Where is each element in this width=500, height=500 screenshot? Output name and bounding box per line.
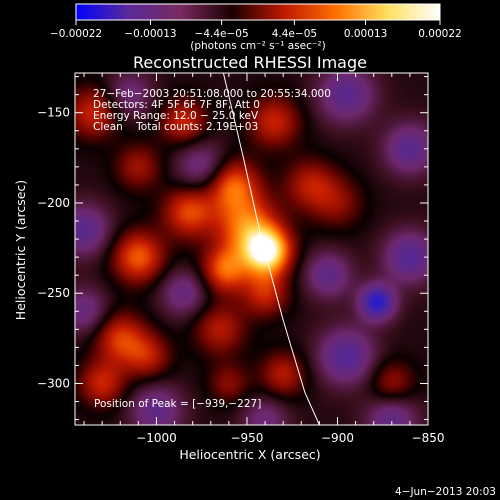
heatmap-image xyxy=(75,73,428,425)
colorbar-unit-label: (photons cm⁻² s⁻¹ asec⁻²) xyxy=(190,40,325,52)
x-tick-label: −1000 xyxy=(136,431,177,445)
y-axis-title: Heliocentric Y (arcsec) xyxy=(13,180,28,320)
chart-title: Reconstructed RHESSI Image xyxy=(133,53,367,72)
x-tick-label: −950 xyxy=(230,431,263,445)
colorbar xyxy=(75,3,441,21)
annotation-detectors: Detectors: 4F 5F 6F 7F 8F, Att 0 xyxy=(93,99,260,111)
colorbar-tick-label: −4.4e−05 xyxy=(195,28,249,40)
footer-date: 4−Jun−2013 20:03 xyxy=(395,486,496,498)
y-tick-label: −150 xyxy=(37,106,70,120)
y-tick-label: −250 xyxy=(37,286,70,300)
solar-limb-curve xyxy=(222,73,320,425)
x-tick-label: −900 xyxy=(321,431,354,445)
colorbar-tick-label: 4.4e−05 xyxy=(272,28,317,40)
annotation-energy: Energy Range: 12.0 − 25.0 keV xyxy=(93,110,259,122)
annotation-counts: Clean Total counts: 2.19E+03 xyxy=(93,121,258,133)
x-tick-label: −850 xyxy=(412,431,445,445)
colorbar-tick-label: −0.00013 xyxy=(124,28,176,40)
axis-ticks: −1000 −950 −900 −850 −150 −200 −250 −300 xyxy=(37,73,444,445)
y-tick-label: −300 xyxy=(37,376,70,390)
colorbar-tick-label: −0.00022 xyxy=(50,28,102,40)
plot-frame xyxy=(74,72,429,426)
peak-position-label: Position of Peak = [−939,−227] xyxy=(94,398,261,410)
colorbar-tick-label: 0.00013 xyxy=(344,28,387,40)
colorbar-tick-label: 0.00022 xyxy=(418,28,461,40)
y-tick-label: −200 xyxy=(37,196,70,210)
x-axis-title: Heliocentric X (arcsec) xyxy=(179,447,320,462)
annotation-time: 27−Feb−2003 20:51:08.000 to 20:55:34.000 xyxy=(93,88,331,100)
colorbar-ticks: −0.00022 −0.00013 −4.4e−05 4.4e−05 0.00013 0.… xyxy=(50,20,462,40)
